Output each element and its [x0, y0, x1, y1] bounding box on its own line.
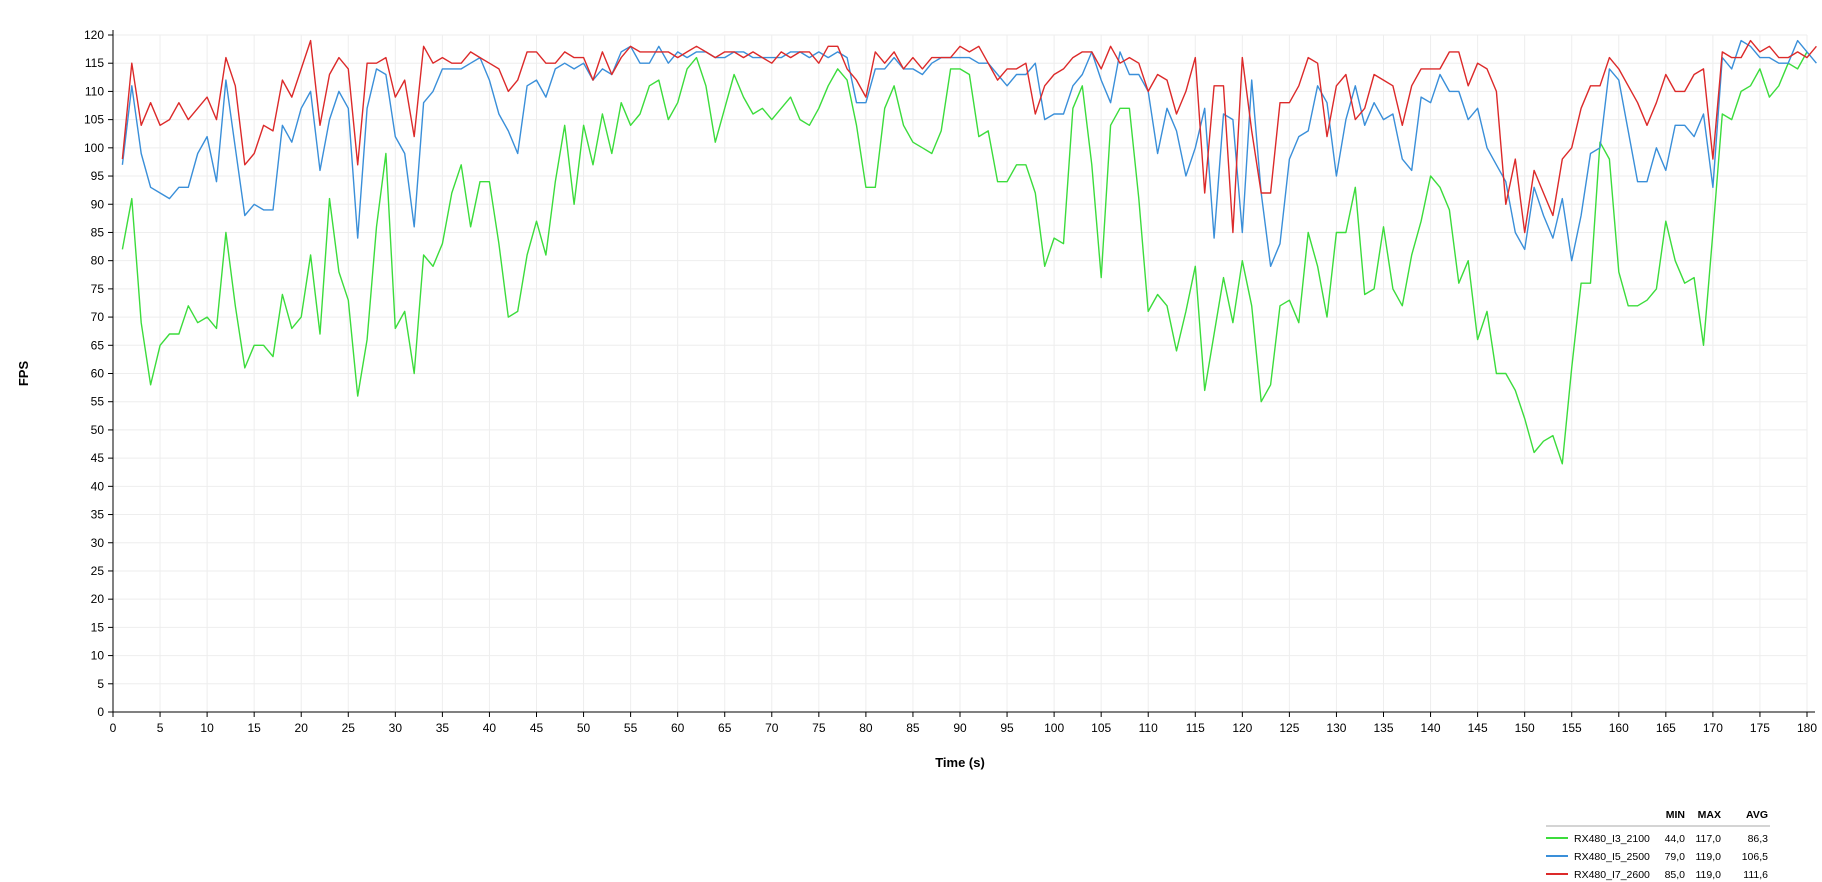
- series-line-rx480-i5-2500: [121, 39, 1817, 267]
- x-tick-label: 115: [1186, 721, 1205, 735]
- x-tick-label: 25: [342, 721, 356, 735]
- y-tick-label: 110: [85, 84, 104, 98]
- legend-avg-value: 86,3: [1748, 833, 1769, 845]
- y-tick-label: 10: [91, 649, 105, 663]
- x-tick-label: 170: [1703, 721, 1723, 735]
- y-tick-label: 75: [91, 282, 105, 296]
- y-tick-label: 65: [91, 338, 105, 352]
- legend-avg-value: 111,6: [1743, 869, 1768, 881]
- x-tick-label: 175: [1750, 721, 1770, 735]
- series-lines: [121, 39, 1817, 465]
- y-tick-label: 95: [91, 169, 105, 183]
- x-tick-label: 0: [110, 721, 117, 735]
- legend-label-rx480-i7-2600: RX480_I7_2600: [1574, 869, 1650, 881]
- legend: MIN MAX AVG RX480_I3_2100 44,0 117,0 86,3 RX480…: [1546, 809, 1770, 881]
- x-tick-label: 160: [1609, 721, 1629, 735]
- x-tick-label: 35: [436, 721, 450, 735]
- y-tick-label: 120: [84, 28, 104, 42]
- y-axis-title: FPS: [16, 361, 31, 387]
- x-tick-label: 55: [624, 721, 638, 735]
- x-tick-label: 5: [157, 721, 164, 735]
- x-axis-title: Time (s): [935, 755, 985, 770]
- y-tick-label: 20: [91, 592, 105, 606]
- y-tick-label: 35: [91, 508, 105, 522]
- x-tick-label: 135: [1373, 721, 1393, 735]
- x-tick-label: 155: [1562, 721, 1582, 735]
- x-tick-label: 70: [765, 721, 779, 735]
- legend-min-value: 85,0: [1665, 869, 1686, 881]
- y-tick-label: 100: [84, 141, 104, 155]
- x-tick-label: 100: [1044, 721, 1064, 735]
- y-tick-label: 90: [91, 197, 105, 211]
- legend-max-value: 119,0: [1696, 851, 1722, 863]
- series-line-rx480-i3-2100: [121, 51, 1808, 465]
- legend-header-min: MIN: [1666, 809, 1685, 821]
- x-tick-label: 130: [1326, 721, 1346, 735]
- x-tick-label: 110: [1139, 721, 1158, 735]
- y-tick-label: 105: [84, 113, 104, 127]
- x-tick-label: 45: [530, 721, 544, 735]
- legend-header-avg: AVG: [1746, 809, 1768, 821]
- x-tick-label: 65: [718, 721, 732, 735]
- legend-label-rx480-i5-2500: RX480_I5_2500: [1574, 851, 1650, 863]
- x-tick-label: 125: [1279, 721, 1299, 735]
- x-tick-label: 15: [247, 721, 261, 735]
- y-tick-label: 0: [97, 705, 104, 719]
- x-tick-label: 105: [1091, 721, 1111, 735]
- legend-avg-value: 106,5: [1742, 851, 1768, 863]
- legend-label-rx480-i3-2100: RX480_I3_2100: [1574, 833, 1650, 845]
- legend-max-value: 117,0: [1696, 833, 1722, 845]
- legend-header-max: MAX: [1698, 809, 1721, 821]
- legend-max-value: 119,0: [1696, 869, 1722, 881]
- y-tick-label: 80: [91, 254, 105, 268]
- x-tick-label: 10: [200, 721, 214, 735]
- x-tick-label: 140: [1421, 721, 1441, 735]
- x-tick-label: 80: [859, 721, 873, 735]
- y-tick-label: 50: [91, 423, 105, 437]
- x-tick-label: 30: [389, 721, 403, 735]
- x-tick-label: 150: [1515, 721, 1535, 735]
- x-tick-label: 90: [953, 721, 967, 735]
- x-tick-label: 95: [1000, 721, 1014, 735]
- tick-labels: 0510152025303540455055606570758085909510…: [84, 28, 1817, 735]
- legend-min-value: 79,0: [1665, 851, 1686, 863]
- x-tick-label: 40: [483, 721, 497, 735]
- y-tick-label: 55: [91, 395, 105, 409]
- y-tick-label: 5: [97, 677, 104, 691]
- y-tick-label: 30: [91, 536, 105, 550]
- grid-lines: [113, 34, 1808, 712]
- x-tick-label: 60: [671, 721, 685, 735]
- y-tick-label: 40: [91, 479, 105, 493]
- x-tick-label: 165: [1656, 721, 1676, 735]
- axes: [108, 30, 1815, 717]
- x-tick-label: 145: [1468, 721, 1488, 735]
- x-tick-label: 50: [577, 721, 591, 735]
- legend-min-value: 44,0: [1665, 833, 1686, 845]
- y-tick-label: 70: [91, 310, 105, 324]
- x-tick-label: 75: [812, 721, 826, 735]
- y-tick-label: 85: [91, 225, 105, 239]
- series-line-rx480-i7-2600: [121, 39, 1817, 234]
- y-tick-label: 45: [91, 451, 105, 465]
- x-tick-label: 85: [906, 721, 920, 735]
- x-tick-label: 180: [1797, 721, 1817, 735]
- y-tick-label: 115: [85, 56, 104, 70]
- x-tick-label: 120: [1232, 721, 1252, 735]
- y-tick-label: 25: [91, 564, 105, 578]
- x-tick-label: 20: [295, 721, 309, 735]
- y-tick-label: 60: [91, 367, 105, 381]
- y-tick-label: 15: [91, 620, 105, 634]
